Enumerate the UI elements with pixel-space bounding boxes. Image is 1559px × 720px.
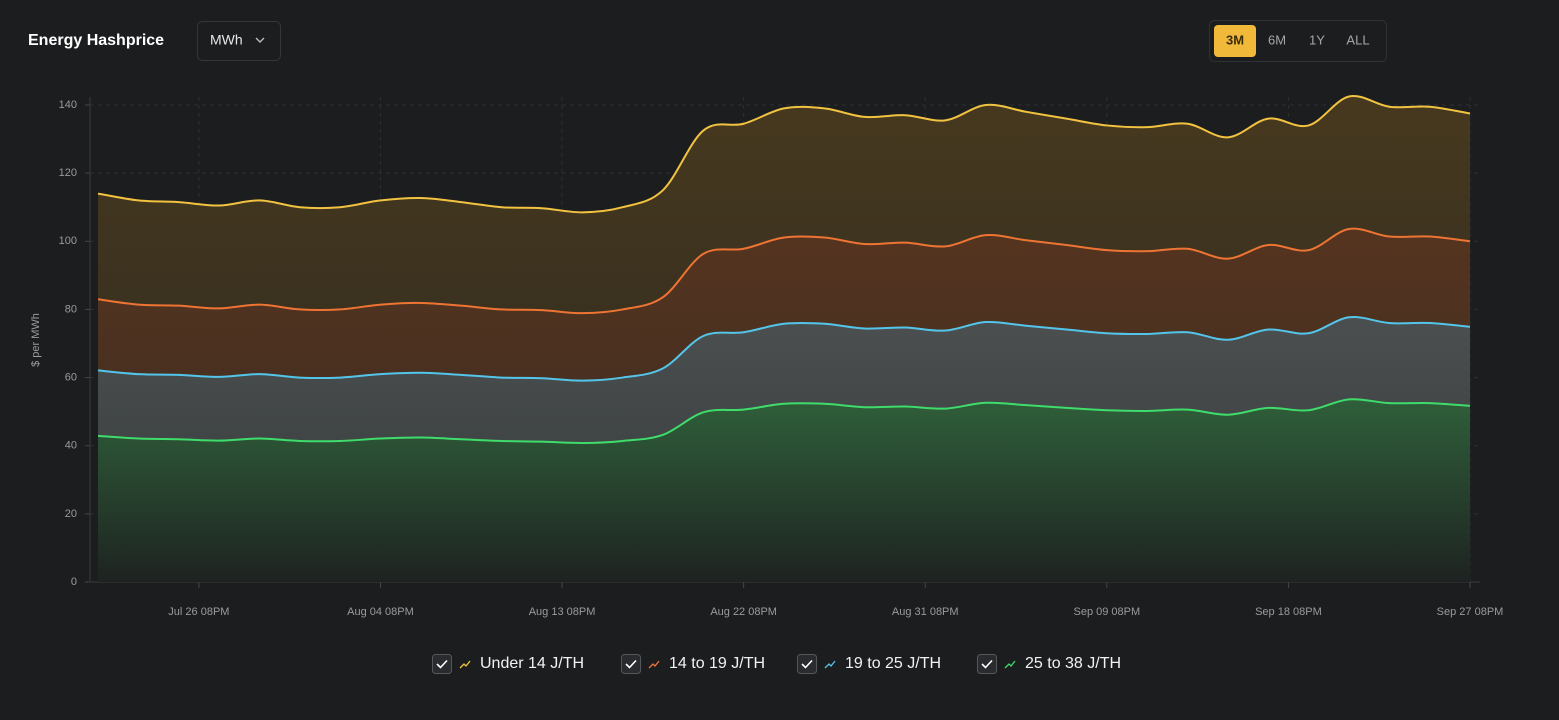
legend-swatch (648, 660, 660, 669)
y-tick-label: 0 (71, 576, 77, 588)
legend-swatch (459, 660, 471, 669)
dropdown-chevron (255, 37, 265, 43)
x-tick-label: Aug 22 08PM (710, 606, 777, 618)
y-tick-label: 100 (59, 235, 77, 247)
x-tick-label: Aug 13 08PM (529, 606, 596, 618)
line (97, 227, 1471, 315)
y-axis-label: $ per MWh (30, 313, 42, 367)
x-tick-label: Jul 26 08PM (168, 606, 229, 618)
legend-label[interactable]: Under 14 J/TH (480, 655, 584, 672)
y-tick-label: 60 (65, 371, 77, 383)
range-button[interactable]: 1Y (1309, 32, 1325, 47)
x-tick-label: Aug 31 08PM (892, 606, 959, 618)
dropdown-label[interactable]: MWh (210, 32, 243, 48)
y-tick-label: 120 (59, 167, 77, 179)
range-buttons: 3M 6M 1Y ALL (1214, 25, 1370, 57)
line (97, 315, 1471, 382)
y-tick-label: 80 (65, 303, 77, 315)
range-button[interactable]: 3M (1214, 25, 1256, 57)
legend-check[interactable] (436, 659, 448, 669)
legend-swatch (1004, 660, 1016, 669)
legend-label[interactable]: 19 to 25 J/TH (845, 655, 941, 672)
legend: Under 14 J/TH 14 to 19 J/TH 19 to 25 J/TH 2… (432, 654, 1122, 674)
area (98, 399, 1470, 582)
range-button[interactable]: ALL (1346, 32, 1369, 47)
page-title: Energy Hashprice (28, 32, 164, 49)
range-button-label[interactable]: 1Y (1309, 32, 1325, 47)
range-button[interactable]: 6M (1268, 32, 1286, 47)
y-tick-label: 140 (59, 99, 77, 111)
legend-label[interactable]: 25 to 38 J/TH (1025, 655, 1121, 672)
x-tick-label: Aug 04 08PM (347, 606, 414, 618)
legend-checkbox[interactable] (977, 654, 997, 674)
line (97, 398, 1471, 444)
legend-checkbox[interactable] (621, 654, 641, 674)
y-tick-label: 20 (65, 508, 77, 520)
legend-check[interactable] (801, 659, 813, 669)
range-button-label[interactable]: 6M (1268, 32, 1286, 47)
line (97, 94, 1471, 214)
range-button-label[interactable]: 3M (1226, 32, 1244, 47)
x-tick-label: Sep 09 08PM (1073, 606, 1140, 618)
unit-dropdown[interactable]: MWh (197, 21, 281, 61)
range-button-label[interactable]: ALL (1346, 32, 1369, 47)
legend-checkbox[interactable] (432, 654, 452, 674)
range-button-bg[interactable] (1214, 25, 1256, 57)
legend-item[interactable]: 14 to 19 J/TH (621, 654, 766, 674)
legend-check[interactable] (625, 659, 637, 669)
legend-checkbox[interactable] (797, 654, 817, 674)
dropdown-box[interactable] (197, 21, 281, 61)
legend-item[interactable]: 25 to 38 J/TH (977, 654, 1122, 674)
y-tick-label: 40 (65, 440, 77, 452)
x-tick-label: Sep 18 08PM (1255, 606, 1322, 618)
legend-item[interactable]: Under 14 J/TH (432, 654, 585, 674)
legend-label[interactable]: 14 to 19 J/TH (669, 655, 765, 672)
legend-item[interactable]: 19 to 25 J/TH (797, 654, 942, 674)
legend-check[interactable] (981, 659, 993, 669)
x-tick-label: Sep 27 08PM (1437, 606, 1504, 618)
plot: HashrateIndex020406080100120140Jul 26 08… (30, 94, 1504, 618)
legend-swatch (824, 660, 836, 669)
